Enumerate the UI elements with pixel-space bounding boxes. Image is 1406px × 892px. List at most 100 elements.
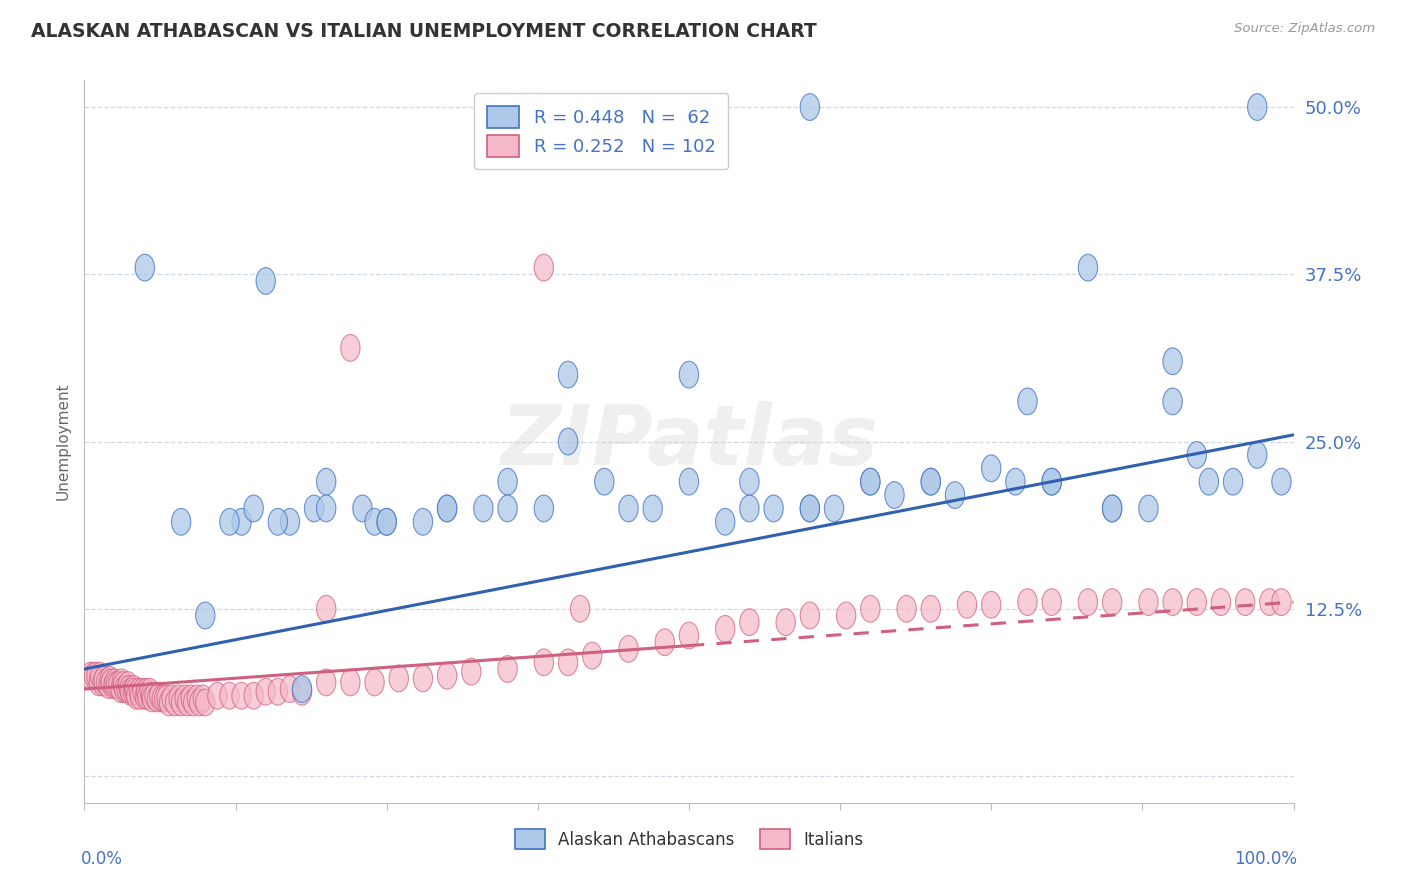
Ellipse shape bbox=[142, 685, 162, 712]
Ellipse shape bbox=[162, 685, 181, 712]
Ellipse shape bbox=[1247, 94, 1267, 120]
Ellipse shape bbox=[89, 669, 108, 696]
Ellipse shape bbox=[1187, 589, 1206, 615]
Ellipse shape bbox=[316, 495, 336, 522]
Ellipse shape bbox=[149, 682, 169, 709]
Ellipse shape bbox=[111, 676, 131, 703]
Ellipse shape bbox=[1102, 495, 1122, 522]
Ellipse shape bbox=[127, 682, 146, 709]
Ellipse shape bbox=[897, 596, 917, 623]
Ellipse shape bbox=[800, 495, 820, 522]
Ellipse shape bbox=[219, 682, 239, 709]
Ellipse shape bbox=[957, 591, 977, 618]
Ellipse shape bbox=[120, 676, 139, 703]
Ellipse shape bbox=[837, 602, 856, 629]
Ellipse shape bbox=[190, 689, 209, 715]
Ellipse shape bbox=[1163, 589, 1182, 615]
Ellipse shape bbox=[1236, 589, 1254, 615]
Ellipse shape bbox=[498, 468, 517, 495]
Ellipse shape bbox=[366, 508, 384, 535]
Ellipse shape bbox=[112, 669, 132, 696]
Ellipse shape bbox=[166, 689, 184, 715]
Ellipse shape bbox=[114, 672, 132, 698]
Ellipse shape bbox=[1005, 468, 1025, 495]
Ellipse shape bbox=[1272, 589, 1291, 615]
Ellipse shape bbox=[413, 508, 433, 535]
Ellipse shape bbox=[101, 669, 121, 696]
Ellipse shape bbox=[884, 482, 904, 508]
Ellipse shape bbox=[195, 689, 215, 715]
Ellipse shape bbox=[256, 268, 276, 294]
Ellipse shape bbox=[860, 596, 880, 623]
Ellipse shape bbox=[138, 682, 157, 709]
Ellipse shape bbox=[740, 609, 759, 635]
Ellipse shape bbox=[377, 508, 396, 535]
Ellipse shape bbox=[232, 508, 252, 535]
Ellipse shape bbox=[87, 662, 105, 689]
Text: 100.0%: 100.0% bbox=[1234, 850, 1298, 868]
Ellipse shape bbox=[945, 482, 965, 508]
Ellipse shape bbox=[716, 615, 735, 642]
Ellipse shape bbox=[981, 455, 1001, 482]
Ellipse shape bbox=[172, 508, 191, 535]
Ellipse shape bbox=[148, 685, 166, 712]
Ellipse shape bbox=[740, 495, 759, 522]
Ellipse shape bbox=[619, 635, 638, 662]
Ellipse shape bbox=[437, 495, 457, 522]
Ellipse shape bbox=[136, 679, 156, 705]
Ellipse shape bbox=[1018, 589, 1038, 615]
Ellipse shape bbox=[1042, 468, 1062, 495]
Ellipse shape bbox=[159, 689, 179, 715]
Ellipse shape bbox=[152, 685, 172, 712]
Ellipse shape bbox=[1102, 495, 1122, 522]
Ellipse shape bbox=[121, 679, 141, 705]
Ellipse shape bbox=[141, 679, 159, 705]
Ellipse shape bbox=[558, 428, 578, 455]
Ellipse shape bbox=[1163, 388, 1182, 415]
Ellipse shape bbox=[1163, 348, 1182, 375]
Ellipse shape bbox=[125, 679, 145, 705]
Ellipse shape bbox=[498, 495, 517, 522]
Ellipse shape bbox=[679, 361, 699, 388]
Ellipse shape bbox=[800, 94, 820, 120]
Ellipse shape bbox=[141, 682, 160, 709]
Y-axis label: Unemployment: Unemployment bbox=[55, 383, 70, 500]
Ellipse shape bbox=[353, 495, 373, 522]
Ellipse shape bbox=[571, 596, 589, 623]
Ellipse shape bbox=[90, 662, 110, 689]
Ellipse shape bbox=[389, 665, 408, 692]
Ellipse shape bbox=[1187, 442, 1206, 468]
Ellipse shape bbox=[108, 672, 128, 698]
Ellipse shape bbox=[860, 468, 880, 495]
Ellipse shape bbox=[763, 495, 783, 522]
Ellipse shape bbox=[155, 685, 174, 712]
Ellipse shape bbox=[177, 689, 197, 715]
Ellipse shape bbox=[131, 682, 149, 709]
Ellipse shape bbox=[97, 669, 115, 696]
Ellipse shape bbox=[245, 682, 263, 709]
Ellipse shape bbox=[619, 495, 638, 522]
Ellipse shape bbox=[105, 672, 125, 698]
Ellipse shape bbox=[105, 669, 124, 696]
Ellipse shape bbox=[1247, 442, 1267, 468]
Ellipse shape bbox=[94, 666, 114, 693]
Ellipse shape bbox=[776, 609, 796, 635]
Ellipse shape bbox=[1139, 589, 1159, 615]
Ellipse shape bbox=[269, 679, 287, 705]
Text: ALASKAN ATHABASCAN VS ITALIAN UNEMPLOYMENT CORRELATION CHART: ALASKAN ATHABASCAN VS ITALIAN UNEMPLOYME… bbox=[31, 22, 817, 41]
Ellipse shape bbox=[118, 672, 138, 698]
Text: 0.0%: 0.0% bbox=[80, 850, 122, 868]
Ellipse shape bbox=[534, 254, 554, 281]
Ellipse shape bbox=[1199, 468, 1219, 495]
Ellipse shape bbox=[437, 495, 457, 522]
Ellipse shape bbox=[679, 468, 699, 495]
Ellipse shape bbox=[534, 649, 554, 676]
Ellipse shape bbox=[117, 676, 136, 703]
Ellipse shape bbox=[1139, 495, 1159, 522]
Ellipse shape bbox=[1018, 388, 1038, 415]
Legend: Alaskan Athabascans, Italians: Alaskan Athabascans, Italians bbox=[508, 822, 870, 856]
Ellipse shape bbox=[84, 662, 104, 689]
Ellipse shape bbox=[316, 669, 336, 696]
Ellipse shape bbox=[413, 665, 433, 692]
Ellipse shape bbox=[1042, 589, 1062, 615]
